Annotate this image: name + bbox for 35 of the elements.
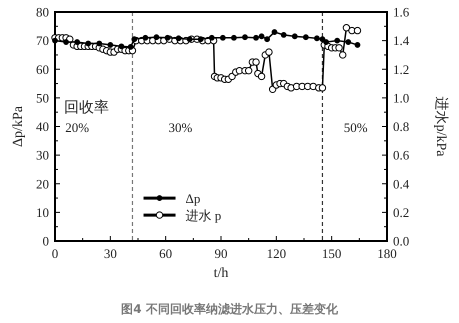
- annotation: 20%: [65, 120, 90, 136]
- y2-tick-label: 1.0: [393, 90, 410, 106]
- x-tick-label: 120: [266, 246, 286, 261]
- text: 图4 不同回收率纳滤进水压力、压差变化: [121, 302, 339, 316]
- y-tick-label: 0: [42, 234, 49, 248]
- y2-tick-label: 0.4: [393, 176, 410, 192]
- y2-tick-label: 1.6: [393, 4, 410, 20]
- y2-axis-title: 进水p/kPa: [433, 96, 449, 158]
- y-tick-label: 60: [36, 62, 49, 77]
- legend-label: 进水 p: [186, 208, 222, 224]
- y-axis-title: Δp/kPa: [11, 105, 26, 147]
- y2-tick-label: 0.6: [393, 148, 410, 163]
- x-tick-label: 90: [214, 246, 228, 261]
- x-tick-label: 60: [159, 246, 172, 261]
- y2-tick-label: 0.8: [393, 119, 410, 134]
- y-tick-label: 80: [36, 4, 49, 20]
- y-tick-label: 30: [36, 148, 49, 163]
- y2-tick-label: 1.2: [393, 62, 410, 77]
- x-axis-title: t/h: [214, 266, 228, 281]
- legend-label: Δp: [186, 191, 200, 206]
- annotation: 30%: [168, 120, 192, 136]
- annotation: 回收率: [64, 99, 110, 116]
- y-tick-label: 10: [36, 204, 49, 220]
- y-tick-label: 40: [36, 119, 49, 134]
- x-tick-label: 180: [377, 246, 397, 261]
- x-tick-label: 150: [322, 246, 342, 261]
- y2-tick-label: 0.0: [393, 234, 410, 248]
- x-tick-label: 30: [104, 246, 117, 261]
- annotation: 50%: [344, 120, 368, 136]
- y2-tick-label: 0.2: [393, 204, 410, 220]
- y-tick-label: 20: [36, 176, 49, 192]
- x-tick-label: 0: [52, 246, 58, 261]
- y-tick-label: 70: [36, 33, 49, 48]
- y-tick-label: 50: [36, 90, 49, 106]
- y2-tick-label: 1.4: [393, 33, 410, 48]
